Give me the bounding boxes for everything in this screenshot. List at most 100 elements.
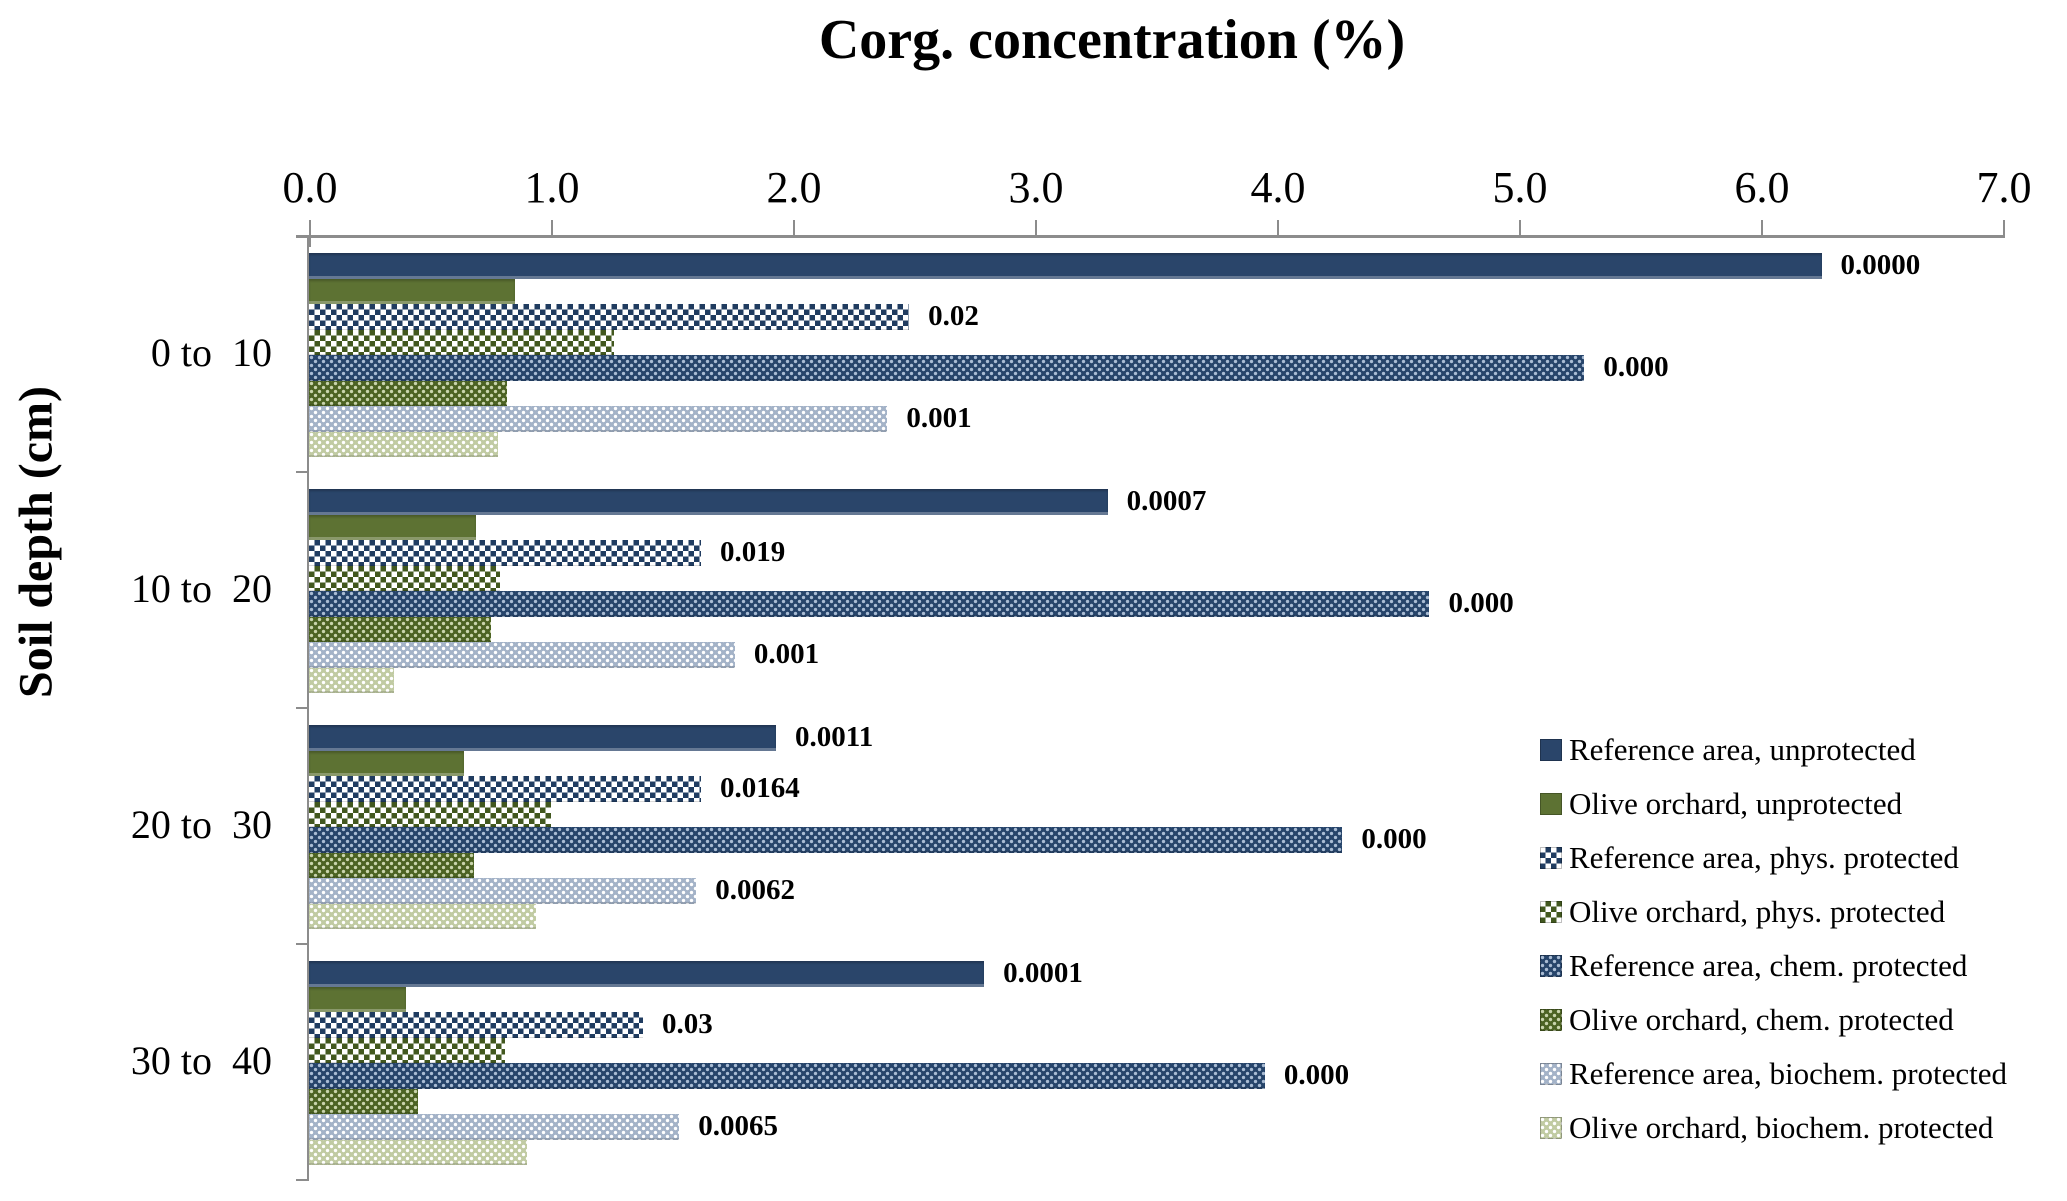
bar-olive-orchard-unprotected xyxy=(309,750,464,776)
x-axis-tick-label: 5.0 xyxy=(1492,163,1548,212)
bar-value-label: 0.019 xyxy=(720,536,786,569)
bar-value-label: 0.0062 xyxy=(715,874,795,907)
bar-value-label: 0.000 xyxy=(1361,823,1427,856)
bar-olive-orchard-phys-protected xyxy=(309,565,501,591)
bar-olive-orchard-chem-protected xyxy=(309,852,474,878)
x-axis-tick-label: 6.0 xyxy=(1734,163,1790,212)
bar-olive-orchard-phys-protected xyxy=(309,1037,506,1063)
bar-value-label: 0.0164 xyxy=(720,772,800,805)
category-label: 30 to 40 xyxy=(130,1038,272,1083)
legend-swatch xyxy=(1540,1063,1562,1085)
x-axis-tick-label: 1.0 xyxy=(524,163,580,212)
x-axis-tick xyxy=(551,220,553,235)
bar-reference-area-chem-protected xyxy=(309,355,1585,381)
legend-swatch xyxy=(1540,955,1562,977)
x-axis-tick xyxy=(1761,220,1763,235)
x-axis-tick xyxy=(1519,220,1521,235)
legend-label: Olive orchard, biochem. protected xyxy=(1569,1110,1994,1145)
category-label: 20 to 30 xyxy=(130,802,272,847)
legend-item: Olive orchard, chem. protected xyxy=(1540,993,2007,1047)
x-axis-tick-label: 4.0 xyxy=(1250,163,1306,212)
bar-value-label: 0.001 xyxy=(753,638,820,671)
bar-reference-area-biochem-protected xyxy=(309,1114,680,1140)
bar-reference-area-phys-protected xyxy=(309,540,702,566)
legend-swatch xyxy=(1540,847,1562,869)
chart-title: Corg. concentration (%) xyxy=(818,9,1406,71)
bar-olive-orchard-phys-protected xyxy=(309,801,551,827)
bar-value-label: 0.03 xyxy=(661,1008,713,1041)
bar-value-label: 0.000 xyxy=(1448,587,1514,620)
bar-reference-area-biochem-protected xyxy=(309,878,697,904)
bar-reference-area-unprotected xyxy=(309,253,1822,279)
x-axis-tick-label: 2.0 xyxy=(766,163,822,212)
bar-olive-orchard-chem-protected xyxy=(309,380,508,406)
legend-label: Reference area, biochem. protected xyxy=(1569,1056,2008,1091)
bar-olive-orchard-biochem-protected xyxy=(309,1139,527,1165)
bar-value-label: 0.0000 xyxy=(1840,249,1921,282)
bar-value-label: 0.0011 xyxy=(795,721,874,754)
legend-label: Olive orchard, unprotected xyxy=(1569,786,1903,821)
bar-reference-area-unprotected xyxy=(309,725,777,751)
y-axis-line xyxy=(307,235,309,1181)
legend-label: Olive orchard, chem. protected xyxy=(1569,1002,1954,1037)
bar-olive-orchard-biochem-protected xyxy=(309,431,498,457)
bar-reference-area-phys-protected xyxy=(309,304,910,330)
bar-olive-orchard-unprotected xyxy=(309,986,406,1012)
bar-value-label: 0.0001 xyxy=(1003,957,1083,990)
bar-value-label: 0.000 xyxy=(1603,351,1669,384)
bar-olive-orchard-biochem-protected xyxy=(309,667,394,693)
bar-reference-area-unprotected xyxy=(309,961,985,987)
bar-reference-area-phys-protected xyxy=(309,1012,643,1038)
legend-item: Reference area, phys. protected xyxy=(1540,831,2007,885)
bar-reference-area-biochem-protected xyxy=(309,642,735,668)
bar-olive-orchard-unprotected xyxy=(309,514,476,540)
y-axis-tick xyxy=(296,943,308,945)
bar-value-label: 0.0007 xyxy=(1126,485,1207,518)
legend-swatch xyxy=(1540,901,1562,923)
x-axis-tick xyxy=(1035,220,1037,235)
legend-swatch xyxy=(1540,793,1562,815)
legend-item: Olive orchard, biochem. protected xyxy=(1540,1101,2007,1155)
bar-olive-orchard-phys-protected xyxy=(309,329,614,355)
x-axis-tick xyxy=(2003,220,2005,235)
legend-swatch xyxy=(1540,1009,1562,1031)
y-axis-title: Soil depth (cm) xyxy=(9,386,63,698)
legend-label: Reference area, phys. protected xyxy=(1569,840,1959,875)
bar-reference-area-biochem-protected xyxy=(309,406,888,432)
category-label: 10 to 20 xyxy=(130,566,272,611)
bar-reference-area-unprotected xyxy=(309,489,1108,515)
x-axis-tick xyxy=(309,220,311,247)
bar-value-label: 0.0065 xyxy=(698,1110,778,1143)
legend-item: Olive orchard, unprotected xyxy=(1540,777,2007,831)
bar-olive-orchard-unprotected xyxy=(309,278,515,304)
legend: Reference area, unprotected Olive orchard… xyxy=(1540,723,2007,1155)
bar-reference-area-chem-protected xyxy=(309,591,1430,617)
bar-value-label: 0.001 xyxy=(906,402,972,435)
bar-reference-area-chem-protected xyxy=(309,827,1343,853)
y-axis-tick xyxy=(296,707,308,709)
bar-value-label: 0.000 xyxy=(1283,1059,1350,1092)
y-axis-tick xyxy=(296,1179,308,1181)
bar-olive-orchard-chem-protected xyxy=(309,616,491,642)
legend-label: Olive orchard, phys. protected xyxy=(1569,894,1946,929)
legend-swatch xyxy=(1540,739,1562,761)
bar-value-label: 0.02 xyxy=(928,300,979,333)
legend-item: Reference area, chem. protected xyxy=(1540,939,2007,993)
x-axis-line xyxy=(296,235,2005,238)
legend-label: Reference area, chem. protected xyxy=(1569,948,1968,983)
legend-label: Reference area, unprotected xyxy=(1569,732,1916,767)
x-axis-tick-label: 7.0 xyxy=(1976,163,2032,212)
x-axis-tick xyxy=(793,220,795,235)
legend-item: Reference area, unprotected xyxy=(1540,723,2007,777)
category-label: 0 to 10 xyxy=(150,330,272,375)
legend-item: Reference area, biochem. protected xyxy=(1540,1047,2007,1101)
bar-reference-area-chem-protected xyxy=(309,1063,1265,1089)
y-axis-tick xyxy=(296,471,308,473)
legend-swatch xyxy=(1540,1117,1562,1139)
bar-reference-area-phys-protected xyxy=(309,776,702,802)
bar-olive-orchard-chem-protected xyxy=(309,1088,418,1114)
x-axis-tick xyxy=(1277,220,1279,235)
legend-item: Olive orchard, phys. protected xyxy=(1540,885,2007,939)
x-axis-tick-label: 0.0 xyxy=(282,163,338,212)
